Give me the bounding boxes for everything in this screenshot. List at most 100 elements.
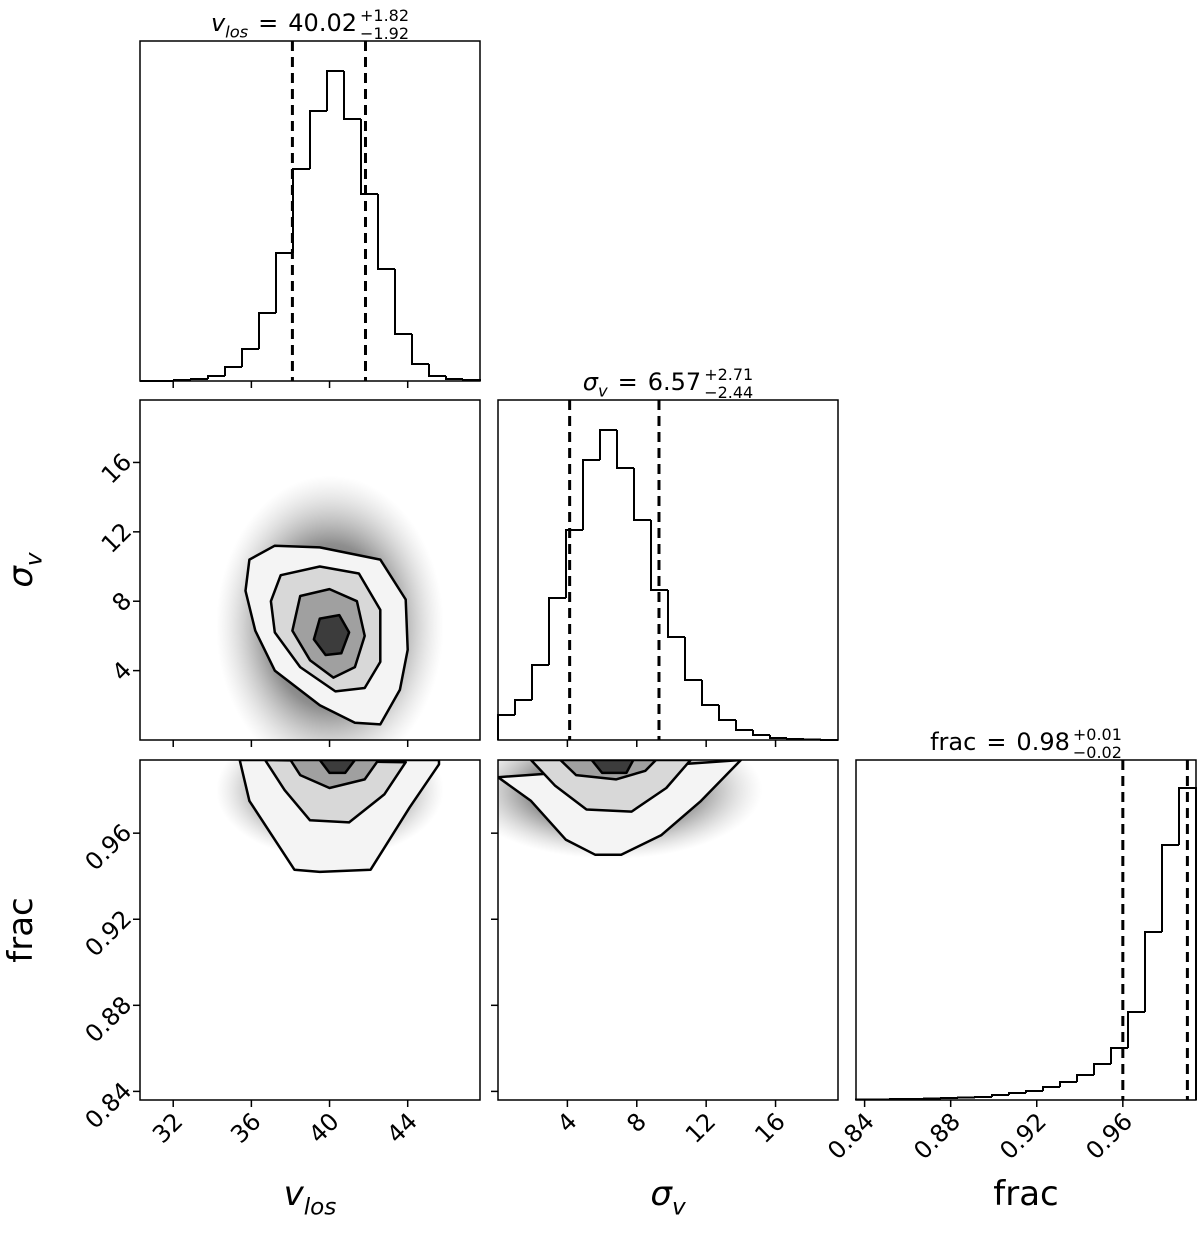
title-sign: =	[618, 368, 638, 396]
x-tick-label: 0.84	[822, 1107, 880, 1165]
x-tick-label: 12	[680, 1107, 721, 1148]
histogram-bin	[207, 375, 225, 379]
title-lower: −0.02	[1073, 743, 1122, 762]
histogram-bin	[752, 730, 770, 736]
panel-frame	[139, 399, 481, 741]
histogram-bin	[718, 705, 736, 721]
x-tick-label: 8	[621, 1107, 652, 1138]
x-tick-label: 4	[552, 1107, 583, 1138]
title-lower: −1.92	[360, 24, 409, 43]
histogram-bin	[599, 429, 617, 460]
pair-panel	[498, 760, 763, 859]
panel-frame	[855, 759, 1197, 1101]
histogram-bin	[1042, 1086, 1060, 1091]
label-symbol: frac	[993, 1174, 1058, 1214]
label-subscript: los	[225, 23, 249, 42]
y-axis-label: frac	[1, 897, 41, 962]
histogram-bin	[1008, 1092, 1026, 1095]
histogram-bin	[309, 110, 327, 169]
histogram-bin	[1161, 844, 1179, 932]
histogram-bin	[548, 597, 566, 665]
histogram-bin	[190, 378, 208, 380]
label-symbol: frac	[930, 728, 976, 756]
y-tick-label: 16	[96, 448, 137, 489]
histogram-bin	[786, 738, 804, 740]
histogram-bin	[1127, 1011, 1145, 1048]
title-sign: =	[986, 728, 1006, 756]
title-upper: +0.01	[1073, 725, 1122, 744]
title-main: frac = 0.98	[930, 728, 1070, 756]
histogram-bin	[377, 194, 395, 270]
histogram-bin	[582, 459, 600, 530]
histogram-bin	[1076, 1074, 1094, 1082]
histogram-bin	[497, 714, 515, 740]
histogram-bin	[735, 720, 753, 731]
contour	[529, 760, 692, 813]
title-median: 6.57	[648, 368, 701, 396]
histogram-bin	[343, 71, 361, 120]
histogram-bin	[275, 252, 293, 313]
label-symbol: v	[284, 1174, 305, 1214]
pair-panel	[216, 760, 444, 874]
title-lower: −2.44	[704, 383, 753, 402]
title-sign: =	[258, 9, 278, 37]
y-tick-label: 4	[107, 656, 138, 687]
y-tick-label: 8	[107, 587, 138, 618]
panel-frame	[497, 759, 839, 1101]
x-tick-label: 16	[749, 1107, 790, 1148]
histogram-bin	[974, 1096, 992, 1098]
panel-title: σv = 6.57 +2.71−2.44	[583, 365, 753, 402]
label-symbol: frac	[1, 897, 41, 962]
histogram-bin	[701, 680, 719, 706]
histogram-bin	[224, 366, 242, 376]
y-tick-label: 0.96	[80, 819, 138, 877]
histogram-bin	[923, 1097, 941, 1100]
x-axis-label: frac	[993, 1174, 1058, 1214]
label-subscript: v	[672, 1195, 686, 1221]
histogram-bin	[565, 529, 583, 598]
histogram-bin	[531, 664, 549, 700]
histogram-bin	[1110, 1047, 1128, 1064]
histogram-bin	[1093, 1063, 1111, 1075]
y-tick-label: 12	[96, 517, 137, 558]
label-symbol: σ	[1, 565, 41, 588]
x-tick-label: 0.96	[1080, 1107, 1138, 1165]
histogram-bin	[258, 312, 276, 349]
title-main: σv = 6.57	[583, 368, 701, 401]
contour	[318, 760, 357, 775]
title-main: vlos = 40.02	[211, 9, 357, 42]
histogram-bin	[633, 468, 651, 521]
y-tick-label: 0.92	[80, 905, 138, 963]
label-symbol: σ	[650, 1174, 673, 1214]
label-subscript: v	[22, 552, 48, 566]
histogram-bin	[514, 699, 532, 715]
x-tick-label: 36	[225, 1107, 266, 1148]
title-upper: +1.82	[360, 6, 409, 25]
histogram-bin	[957, 1096, 975, 1099]
pair-panel	[216, 475, 444, 740]
histogram-bin	[445, 376, 463, 380]
histogram-bin	[292, 168, 310, 253]
y-axis-label: σv	[1, 552, 48, 588]
panel-frame	[139, 40, 481, 382]
histogram-bin	[684, 637, 702, 681]
panel-frame	[139, 759, 481, 1101]
contour	[590, 760, 635, 775]
label-symbol: σ	[583, 368, 599, 396]
histogram-bin	[1059, 1081, 1077, 1087]
y-tick-label: 0.88	[80, 991, 138, 1049]
x-axis-label: vlos	[284, 1174, 337, 1221]
label-subscript: los	[304, 1195, 337, 1221]
x-tick-label: 40	[303, 1107, 344, 1148]
title-median: 40.02	[288, 9, 357, 37]
histogram-bin	[428, 364, 446, 377]
x-tick-label: 32	[147, 1107, 188, 1148]
histogram-bin	[940, 1097, 958, 1099]
label-subscript: v	[598, 382, 608, 401]
y-tick-label: 0.84	[80, 1077, 138, 1135]
x-tick-label: 0.92	[994, 1107, 1052, 1165]
panel-frame	[497, 399, 839, 741]
histogram-bin	[241, 348, 259, 367]
histogram-bin	[394, 269, 412, 335]
histogram-bin	[1144, 931, 1162, 1012]
